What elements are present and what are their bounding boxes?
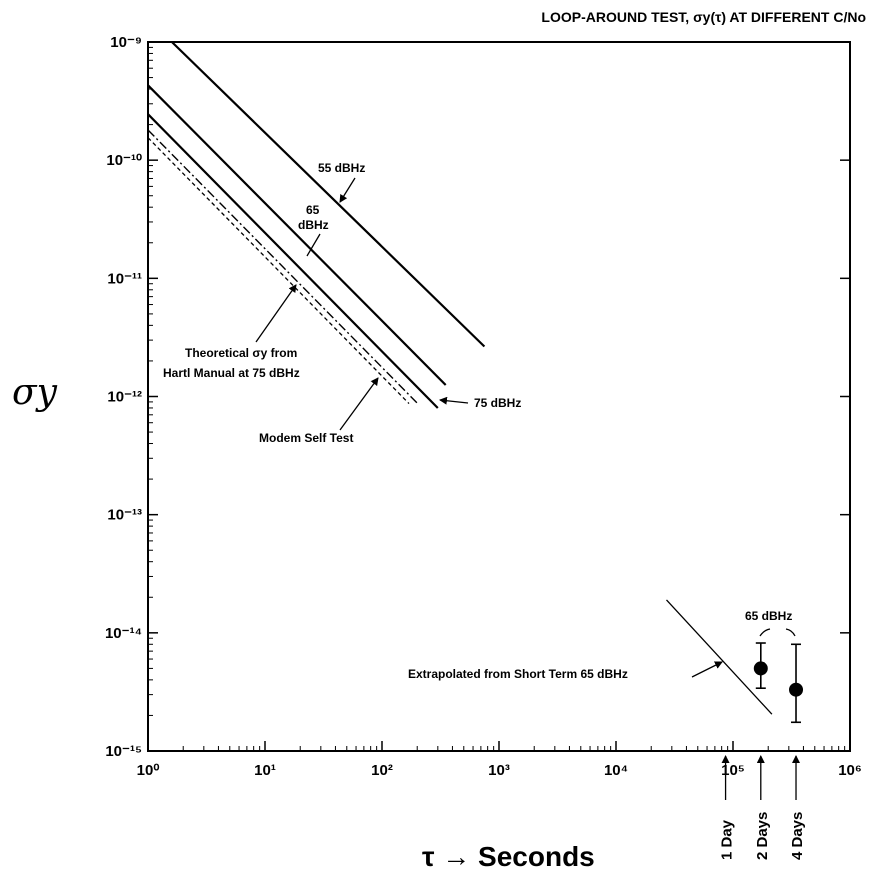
error-points-layer bbox=[753, 642, 804, 724]
series-line-5 bbox=[666, 599, 773, 715]
leader-55-dbhz bbox=[339, 177, 356, 203]
leader-modem-self-test bbox=[339, 377, 379, 431]
time-marker-label: 2 Days bbox=[754, 812, 771, 860]
y-tick-label: 10⁻⁹ bbox=[110, 34, 142, 51]
time-marker-label: 1 Day bbox=[719, 819, 736, 860]
y-tick-label: 10⁻¹⁴ bbox=[105, 625, 142, 642]
data-point-0 bbox=[753, 661, 768, 676]
series-line-1 bbox=[147, 84, 447, 386]
label-65-dbhz-points: 65 dBHz bbox=[745, 609, 792, 623]
label-theoretical-line1: Theoretical σy from bbox=[185, 346, 297, 360]
leader-extrapolated bbox=[691, 661, 723, 678]
data-point-1 bbox=[789, 682, 804, 697]
x-axis-label: τ → Seconds bbox=[422, 841, 595, 869]
x-tick-label: 10⁵ bbox=[721, 762, 745, 779]
label-55-dbhz: 55 dBHz bbox=[318, 161, 365, 175]
series-line-2 bbox=[147, 113, 439, 409]
label-theoretical-line2: Hartl Manual at 75 dBHz bbox=[163, 366, 300, 380]
label-65-dbhz-line2: dBHz bbox=[298, 218, 329, 232]
y-tick-label: 10⁻¹¹ bbox=[107, 270, 142, 287]
x-tick-label: 10³ bbox=[488, 762, 510, 779]
x-axis-ticks: 10⁰ 10¹ 10² 10³ 10⁴ 10⁵ 10⁶ bbox=[137, 741, 862, 779]
time-marker-label: 4 Days bbox=[789, 812, 806, 860]
brace-65-dbhz-points bbox=[759, 628, 796, 637]
label-65-dbhz-line1: 65 bbox=[306, 203, 320, 217]
annotations: 55 dBHz 65 dBHz 75 dBHz Theoretical σy f… bbox=[163, 161, 796, 681]
time-markers: 1 Day 2 Days 4 Days bbox=[719, 755, 806, 860]
leader-theoretical bbox=[255, 284, 297, 343]
leader-65-dbhz bbox=[306, 233, 321, 257]
x-tick-label: 10⁶ bbox=[838, 762, 862, 779]
y-tick-label: 10⁻¹³ bbox=[107, 507, 142, 524]
x-tick-label: 10¹ bbox=[254, 762, 276, 779]
y-axis-label: σy bbox=[12, 372, 58, 413]
y-tick-label: 10⁻¹⁵ bbox=[105, 743, 142, 760]
label-modem-self-test: Modem Self Test bbox=[259, 431, 353, 445]
series-line-0 bbox=[171, 41, 486, 348]
x-tick-label: 10² bbox=[371, 762, 393, 779]
series-layer bbox=[147, 41, 773, 715]
y-tick-label: 10⁻¹⁰ bbox=[106, 152, 142, 169]
series-line-3 bbox=[147, 129, 418, 404]
label-extrapolated: Extrapolated from Short Term 65 dBHz bbox=[408, 667, 628, 681]
x-tick-label: 10⁰ bbox=[137, 762, 160, 779]
x-tick-label: 10⁴ bbox=[604, 762, 628, 779]
y-tick-label: 10⁻¹² bbox=[107, 389, 142, 406]
chart-title: LOOP-AROUND TEST, σy(τ) AT DIFFERENT C/N… bbox=[541, 9, 866, 25]
label-75-dbhz: 75 dBHz bbox=[474, 396, 521, 410]
leader-75-dbhz bbox=[439, 396, 469, 405]
series-line-4 bbox=[147, 137, 410, 405]
